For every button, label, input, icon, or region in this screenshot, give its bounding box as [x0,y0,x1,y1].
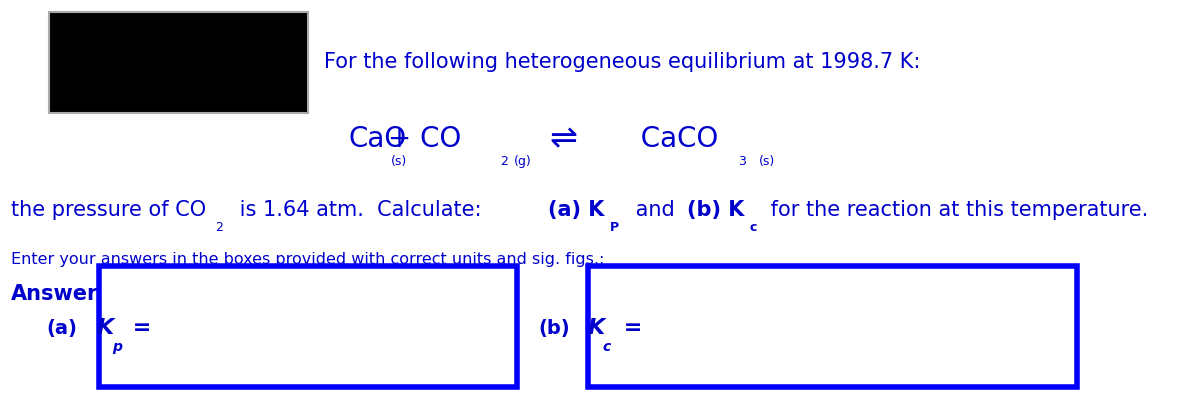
Text: the pressure of CO: the pressure of CO [11,199,206,220]
Text: =: = [125,318,151,339]
Text: is 1.64 atm.  Calculate:: is 1.64 atm. Calculate: [233,199,494,220]
Text: CaO: CaO [349,125,407,153]
Text: K: K [587,318,605,339]
Text: for the reaction at this temperature.: for the reaction at this temperature. [764,199,1148,220]
FancyBboxPatch shape [49,12,308,113]
Text: and: and [629,199,682,220]
Text: K: K [97,318,114,339]
FancyBboxPatch shape [98,266,517,387]
Text: (a) K: (a) K [547,199,604,220]
Text: For the following heterogeneous equilibrium at 1998.7 K:: For the following heterogeneous equilibr… [324,52,920,73]
Text: c: c [750,221,757,234]
Text: 2: 2 [500,155,508,168]
Text: Enter your answers in the boxes provided with correct units and sig. figs.:: Enter your answers in the boxes provided… [11,252,605,268]
Text: (b): (b) [539,319,570,338]
Text: (g): (g) [515,155,532,168]
Text: + CO: + CO [379,125,462,153]
Text: $\rightleftharpoons$: $\rightleftharpoons$ [544,123,578,156]
Text: 3: 3 [738,155,746,168]
Text: p: p [112,340,122,353]
Text: (s): (s) [760,155,775,168]
Text: (b) K: (b) K [688,199,744,220]
Text: CaCO: CaCO [623,125,719,153]
Text: Answers:: Answers: [11,284,119,304]
Text: =: = [616,318,642,339]
FancyBboxPatch shape [588,266,1078,387]
Text: P: P [610,221,619,234]
Text: (s): (s) [390,155,407,168]
Text: 2: 2 [216,221,223,234]
Text: c: c [602,340,611,353]
Text: (a): (a) [46,319,77,338]
